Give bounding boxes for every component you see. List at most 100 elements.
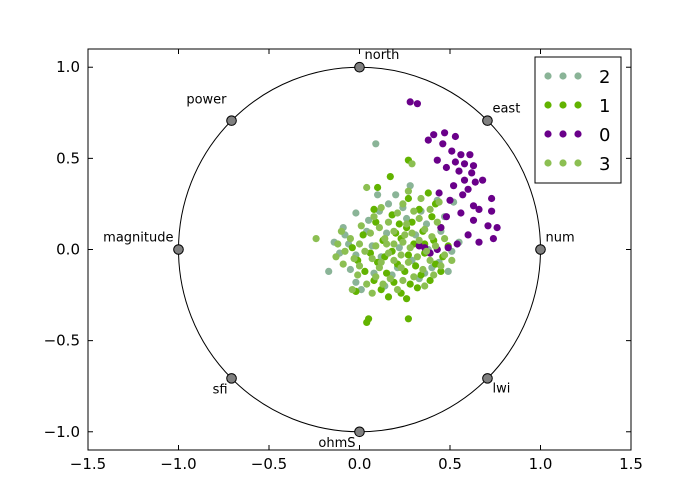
data-point-series-3 — [404, 187, 412, 195]
data-point-series-3 — [390, 227, 398, 235]
data-point-series-1 — [388, 211, 396, 219]
data-point-series-0 — [457, 151, 465, 159]
data-point-series-0 — [464, 185, 472, 193]
data-point-series-0 — [469, 162, 478, 170]
data-point-series-3 — [368, 255, 376, 263]
data-point-series-3 — [426, 256, 434, 264]
data-point-series-0 — [406, 98, 414, 106]
data-point-series-3 — [421, 282, 429, 290]
anchor-label-power: power — [186, 93, 227, 108]
data-point-series-1 — [384, 293, 393, 301]
data-point-series-3 — [408, 229, 416, 237]
data-point-series-2 — [325, 267, 333, 275]
data-point-series-3 — [422, 247, 431, 255]
data-point-series-0 — [489, 235, 497, 243]
anchor-label-sfi: sfi — [213, 382, 228, 397]
points-layer — [312, 98, 501, 326]
data-point-series-3 — [390, 256, 398, 264]
data-point-series-3 — [348, 286, 356, 294]
data-point-series-3 — [431, 242, 440, 250]
data-point-series-0 — [488, 194, 496, 203]
data-point-series-3 — [433, 218, 441, 226]
y-tick-label: −1.0 — [44, 423, 80, 441]
legend-marker-2 — [574, 72, 582, 80]
data-point-series-0 — [469, 216, 478, 224]
anchor-marker-north — [354, 61, 365, 73]
data-point-series-0 — [439, 140, 447, 148]
data-point-series-2 — [395, 244, 403, 252]
data-point-series-3 — [393, 209, 402, 217]
data-point-series-3 — [366, 229, 374, 237]
data-point-series-3 — [334, 240, 342, 248]
data-point-series-3 — [383, 240, 391, 248]
data-point-series-3 — [430, 271, 438, 279]
data-point-series-1 — [383, 269, 391, 277]
anchor-marker-num — [535, 244, 546, 255]
anchors-layer: north east num lwi ohmS sfi magnitude power — [103, 48, 574, 451]
data-point-series-0 — [484, 222, 492, 230]
anchor-label-ohmS: ohmS — [318, 436, 355, 451]
data-point-series-0 — [448, 147, 456, 155]
ticks-layer: −1.5 −1.0 −0.5 0.0 0.5 1.0 1.5 1.0 0.5 0.0 −0.5 −1.… — [44, 49, 643, 473]
data-point-series-0 — [460, 176, 469, 184]
data-point-series-0 — [433, 156, 441, 164]
x-tick-label: 0.0 — [348, 455, 372, 473]
data-point-series-3 — [350, 255, 358, 263]
data-point-series-1 — [413, 284, 421, 292]
data-point-series-0 — [451, 132, 459, 141]
data-point-series-3 — [377, 204, 385, 212]
data-point-series-3 — [437, 262, 445, 270]
data-point-series-3 — [386, 275, 394, 283]
data-point-series-3 — [406, 244, 414, 252]
legend-label-2: 2 — [599, 67, 610, 88]
data-point-series-0 — [475, 205, 483, 213]
data-point-series-2 — [422, 220, 431, 228]
data-point-series-2 — [357, 286, 365, 294]
data-point-series-3 — [393, 286, 402, 294]
anchor-label-lwi: lwi — [492, 381, 510, 396]
data-point-series-0 — [488, 207, 496, 215]
data-point-series-3 — [421, 225, 429, 233]
data-point-series-3 — [363, 280, 371, 288]
y-tick-label: 1.0 — [56, 58, 80, 76]
data-point-series-3 — [426, 205, 434, 213]
data-point-series-1 — [359, 231, 367, 239]
data-point-series-3 — [397, 264, 405, 272]
data-point-series-3 — [357, 222, 365, 230]
data-point-series-3 — [408, 160, 416, 168]
data-point-series-3 — [448, 256, 456, 264]
data-point-series-2 — [346, 265, 354, 274]
data-point-series-3 — [415, 214, 423, 223]
data-point-series-1 — [437, 267, 445, 275]
anchor-marker-lwi — [482, 373, 493, 384]
data-point-series-3 — [435, 198, 443, 206]
data-point-series-1 — [417, 271, 425, 279]
data-point-series-3 — [403, 220, 411, 228]
data-point-series-1 — [370, 205, 378, 213]
data-point-series-1 — [404, 251, 412, 259]
data-point-series-1 — [403, 295, 411, 303]
data-point-series-1 — [366, 249, 374, 257]
anchor-marker-ohmS — [354, 426, 365, 438]
data-point-series-3 — [419, 265, 427, 274]
y-tick-label: 0.5 — [56, 149, 80, 167]
data-point-series-3 — [346, 235, 354, 243]
data-point-series-1 — [348, 244, 356, 252]
data-point-series-1 — [395, 220, 403, 228]
data-point-series-3 — [361, 247, 369, 255]
data-point-series-2 — [352, 278, 360, 286]
data-point-series-3 — [404, 258, 412, 266]
anchor-marker-magnitude — [173, 244, 184, 255]
data-point-series-0 — [444, 244, 452, 252]
data-point-series-1 — [377, 286, 385, 294]
data-point-series-3 — [372, 273, 380, 281]
data-point-series-3 — [441, 235, 449, 243]
anchor-marker-sfi — [226, 373, 237, 384]
data-point-series-2 — [352, 209, 360, 217]
data-point-series-0 — [451, 158, 459, 166]
data-point-series-1 — [406, 280, 414, 288]
data-point-series-3 — [332, 253, 340, 261]
data-point-series-3 — [370, 213, 378, 221]
data-point-series-3 — [410, 273, 418, 281]
